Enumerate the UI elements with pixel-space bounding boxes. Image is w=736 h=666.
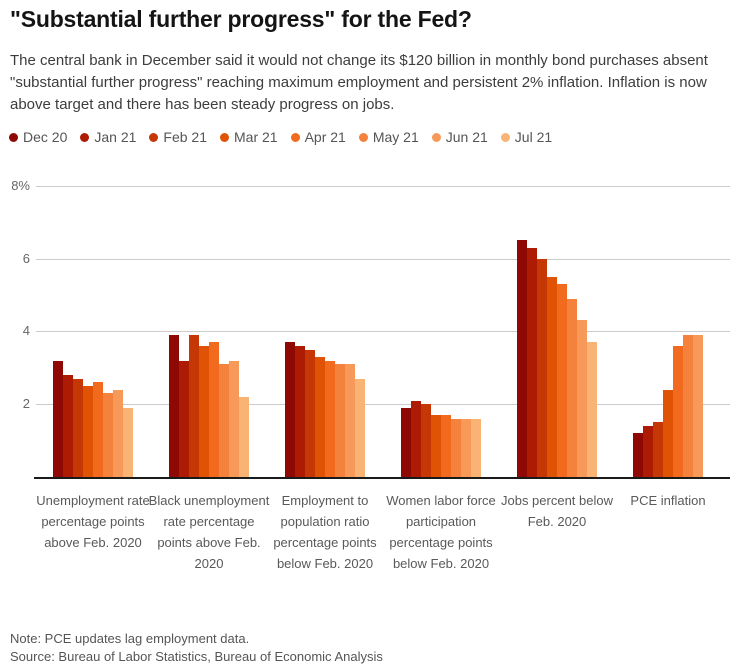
bar-apr-21-cat6 — [673, 346, 683, 477]
chart-source: Source: Bureau of Labor Statistics, Bure… — [10, 649, 383, 664]
category-label: Black unemployment rate percentage point… — [148, 493, 270, 571]
legend-swatch-icon — [80, 132, 90, 142]
bar-jul-21-cat2 — [239, 397, 249, 477]
bar-feb-21-cat2 — [189, 335, 199, 477]
bar-jan-21-cat2 — [179, 361, 189, 477]
bar-mar-21-cat5 — [547, 277, 557, 477]
bar-apr-21-cat3 — [325, 361, 335, 477]
bar-jun-21-cat4 — [461, 419, 471, 477]
bar-dec-20-cat6 — [633, 433, 643, 477]
legend-label: Feb 21 — [163, 129, 207, 145]
bar-feb-21-cat5 — [537, 259, 547, 477]
legend-swatch-icon — [149, 132, 159, 142]
bar-feb-21-cat1 — [73, 379, 83, 477]
bar-jul-21-cat3 — [355, 379, 365, 477]
bar-mar-21-cat4 — [431, 415, 441, 477]
chart-subtitle: The central bank in December said it wou… — [10, 52, 708, 113]
legend-item-feb-21: Feb 21 — [149, 129, 207, 145]
bar-feb-21-cat3 — [305, 350, 315, 477]
bar-may-21-cat2 — [219, 364, 229, 477]
legend-label: May 21 — [372, 129, 419, 145]
y-axis-tick-label: 2 — [22, 396, 30, 411]
bar-may-21-cat1 — [103, 393, 113, 477]
legend-item-jan-21: Jan 21 — [80, 129, 136, 145]
chart-legend: Dec 20 Jan 21 Feb 21 Mar 21 Apr 21 May 21 Jun … — [9, 129, 552, 145]
bar-jun-21-cat6 — [693, 335, 703, 477]
legend-label: Apr 21 — [304, 129, 346, 145]
gridline-4 — [36, 331, 730, 332]
category-label: Jobs percent below Feb. 2020 — [500, 493, 613, 529]
bar-jun-21-cat5 — [577, 320, 587, 477]
chart-title: "Substantial further progress" for the F… — [10, 6, 472, 32]
bar-mar-21-cat1 — [83, 386, 93, 477]
bar-mar-21-cat6 — [663, 390, 673, 477]
legend-label: Mar 21 — [234, 129, 278, 145]
bar-jul-21-cat5 — [587, 342, 597, 477]
bar-jun-21-cat3 — [345, 364, 355, 477]
bar-apr-21-cat4 — [441, 415, 451, 477]
chart-note: Note: PCE updates lag employment data. — [10, 631, 250, 646]
bar-dec-20-cat1 — [53, 361, 63, 477]
y-axis-tick-label: 4 — [22, 323, 30, 338]
legend-swatch-icon — [220, 132, 229, 142]
bar-may-21-cat5 — [567, 299, 577, 477]
bar-dec-20-cat3 — [285, 342, 295, 477]
category-label: PCE inflation — [630, 493, 706, 508]
y-axis-tick-label: 8% — [11, 178, 30, 193]
legend-label: Jan 21 — [94, 129, 137, 145]
legend-item-mar-21: Mar 21 — [220, 129, 278, 145]
bar-jul-21-cat4 — [471, 419, 481, 477]
gridline-6 — [36, 259, 730, 260]
bar-apr-21-cat1 — [93, 382, 103, 477]
bar-jan-21-cat3 — [295, 346, 305, 477]
bar-feb-21-cat6 — [653, 422, 663, 477]
category-label: Unemployment rate percentage points abov… — [36, 493, 150, 550]
gridline-8 — [36, 186, 730, 187]
legend-label: Jul 21 — [514, 129, 553, 145]
bar-jun-21-cat2 — [229, 361, 239, 477]
bar-may-21-cat3 — [335, 364, 345, 477]
bar-may-21-cat6 — [683, 335, 693, 477]
bar-jan-21-cat5 — [527, 248, 537, 477]
bar-mar-21-cat3 — [315, 357, 325, 477]
legend-item-jun-21: Jun 21 — [431, 129, 488, 145]
legend-item-dec-20: Dec 20 — [9, 129, 67, 145]
bar-apr-21-cat5 — [557, 284, 567, 477]
bar-mar-21-cat2 — [199, 346, 209, 477]
legend-item-jul-21: Jul 21 — [500, 129, 553, 145]
bar-dec-20-cat2 — [169, 335, 179, 477]
legend-swatch-icon — [431, 132, 441, 142]
legend-swatch-icon — [290, 132, 300, 142]
bar-may-21-cat4 — [451, 419, 461, 477]
bar-jan-21-cat6 — [643, 426, 653, 477]
legend-swatch-icon — [500, 132, 510, 142]
legend-item-apr-21: Apr 21 — [290, 129, 346, 145]
legend-swatch-icon — [9, 132, 18, 142]
bar-jul-21-cat1 — [123, 408, 133, 477]
legend-label: Jun 21 — [445, 129, 488, 145]
bar-apr-21-cat2 — [209, 342, 219, 477]
y-axis-tick-label: 6 — [22, 251, 30, 266]
x-axis-line — [34, 477, 730, 479]
category-label: Employment to population ratio percentag… — [273, 493, 377, 571]
gridline-2 — [36, 404, 730, 405]
bar-jan-21-cat4 — [411, 401, 421, 477]
legend-label: Dec 20 — [23, 129, 68, 145]
bar-dec-20-cat4 — [401, 408, 411, 477]
category-label: Women labor force participation percenta… — [386, 493, 496, 571]
bar-feb-21-cat4 — [421, 404, 431, 477]
bar-jun-21-cat1 — [113, 390, 123, 477]
legend-item-may-21: May 21 — [358, 129, 419, 145]
bar-jan-21-cat1 — [63, 375, 73, 477]
legend-swatch-icon — [358, 132, 368, 142]
bar-dec-20-cat5 — [517, 240, 527, 477]
